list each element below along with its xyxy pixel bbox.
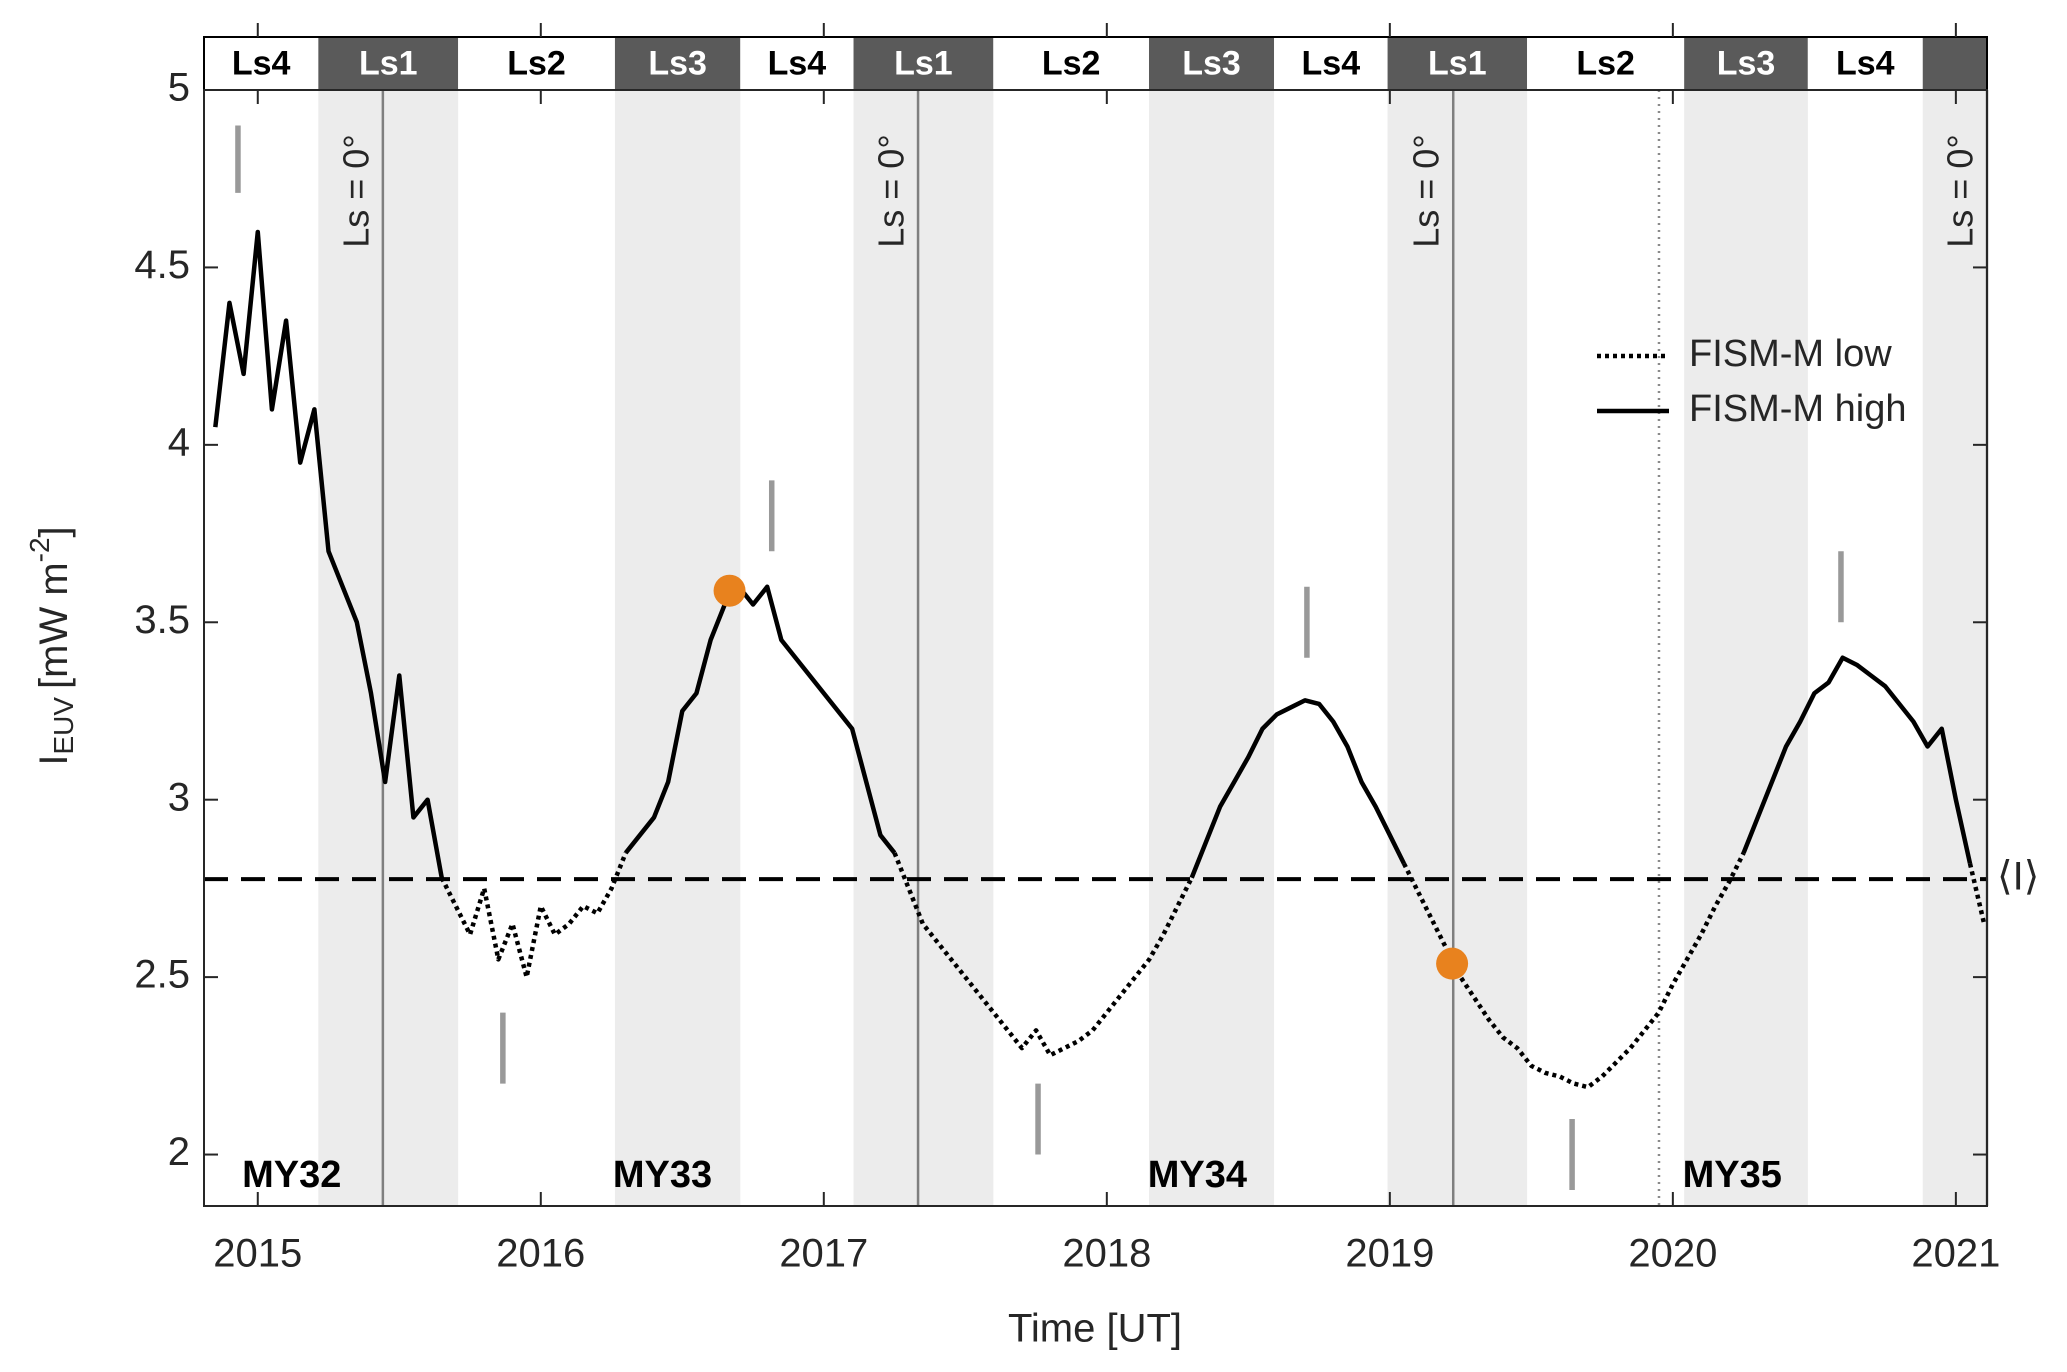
season-header — [1274, 37, 1388, 90]
season-label: Ls2 — [1042, 44, 1101, 82]
ls0-label: Ls = 0° — [1406, 134, 1447, 247]
season-header — [318, 37, 459, 90]
mean-label: ⟨I⟩ — [1997, 855, 2039, 899]
y-tick-label: 2.5 — [134, 953, 190, 997]
x-tick-label: 2020 — [1628, 1232, 1717, 1276]
plot-frame — [203, 89, 1988, 1207]
legend-label: FISM-M low — [1689, 333, 1892, 375]
season-band — [1148, 90, 1275, 1206]
season-header — [1922, 37, 1987, 90]
season-label: Ls3 — [1717, 44, 1776, 82]
y-label-subscript: EUV — [48, 697, 79, 755]
y-label-superscript: -2 — [24, 537, 55, 562]
mars-year-label: MY34 — [1148, 1154, 1247, 1196]
season-label: Ls4 — [232, 44, 291, 82]
y-tick-label: 3.5 — [134, 598, 190, 642]
ls0-label: Ls = 0° — [1940, 134, 1981, 247]
y-tick-label: 4.5 — [134, 243, 190, 287]
highlight-point — [1436, 947, 1469, 980]
highlight-point — [713, 574, 746, 607]
season-label: Ls4 — [1836, 44, 1895, 82]
x-axis-label: Time [UT] — [1008, 1307, 1182, 1351]
season-header — [1527, 37, 1685, 90]
season-header — [204, 37, 319, 90]
x-tick-label: 2017 — [779, 1232, 868, 1276]
x-tick-label: 2018 — [1062, 1232, 1151, 1276]
season-label: Ls1 — [1428, 44, 1487, 82]
ls0-label: Ls = 0° — [871, 134, 912, 247]
season-header — [853, 37, 994, 90]
mars-year-label: MY32 — [242, 1154, 341, 1196]
season-header — [740, 37, 854, 90]
season-header — [1387, 37, 1528, 90]
season-label: Ls1 — [894, 44, 953, 82]
y-label-symbol: I — [32, 755, 76, 766]
season-band — [318, 90, 459, 1206]
y-tick-label: 4 — [168, 420, 190, 464]
season-header — [614, 37, 741, 90]
season-band — [614, 90, 741, 1206]
series-line — [213, 229, 1973, 879]
y-tick-label: 2 — [168, 1130, 190, 1174]
season-header — [458, 37, 615, 90]
season-header — [993, 37, 1149, 90]
season-label: Ls3 — [648, 44, 707, 82]
season-label: Ls2 — [507, 44, 566, 82]
mars-year-label: MY33 — [613, 1154, 712, 1196]
series-line — [439, 851, 1987, 1090]
y-tick-label: 3 — [168, 775, 190, 819]
x-tick-label: 2016 — [496, 1232, 585, 1276]
season-band — [1387, 90, 1528, 1206]
season-label: Ls4 — [768, 44, 827, 82]
season-header — [1684, 37, 1808, 90]
season-band — [1922, 90, 1987, 1206]
season-label: Ls3 — [1182, 44, 1241, 82]
y-label-close: ] — [32, 526, 76, 537]
season-band — [1684, 90, 1808, 1206]
legend-label: FISM-M high — [1689, 388, 1906, 430]
y-label-unit: [mW m — [32, 562, 76, 689]
season-header — [1148, 37, 1275, 90]
season-label: Ls2 — [1576, 44, 1635, 82]
season-band — [853, 90, 994, 1206]
season-header — [1807, 37, 1923, 90]
season-label: Ls4 — [1302, 44, 1361, 82]
x-tick-label: 2015 — [213, 1232, 302, 1276]
season-label: Ls1 — [359, 44, 418, 82]
y-tick-label: 5 — [168, 66, 190, 110]
y-axis-label: IEUV [mW m-2] — [24, 526, 79, 765]
x-tick-label: 2019 — [1345, 1232, 1434, 1276]
x-tick-label: 2021 — [1911, 1232, 2000, 1276]
mars-year-label: MY35 — [1683, 1154, 1782, 1196]
ls0-label: Ls = 0° — [335, 134, 376, 247]
